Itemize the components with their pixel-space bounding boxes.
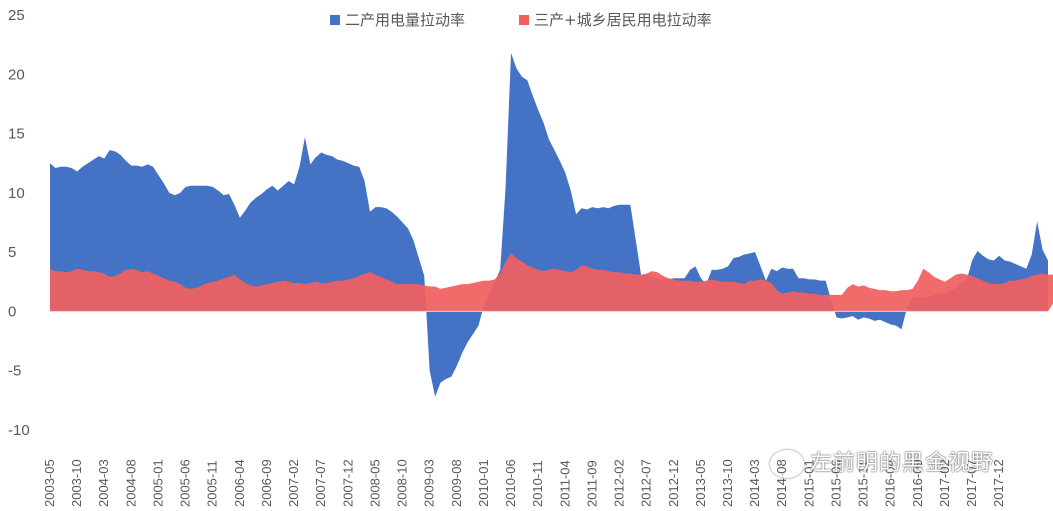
legend-swatch-2 <box>519 15 529 25</box>
y-tick-label: -10 <box>8 422 30 439</box>
watermark: 左前明的黑金视野 <box>770 445 994 478</box>
x-tick-label: 2010-11 <box>530 460 545 507</box>
y-tick-label: 15 <box>8 126 25 143</box>
x-tick-label: 2007-12 <box>340 459 355 507</box>
x-tick-label: 2009-08 <box>449 459 464 507</box>
x-tick-label: 2010-01 <box>476 459 491 507</box>
x-tick-label: 2009-03 <box>422 459 437 507</box>
x-tick-label: 2008-10 <box>395 459 410 507</box>
y-tick-label: 25 <box>8 7 25 24</box>
x-tick-label: 2010-06 <box>503 459 518 507</box>
legend-label-1: 二产用电量拉动率 <box>345 11 465 29</box>
wechat-icon <box>770 450 804 478</box>
x-tick-label: 2006-09 <box>259 459 274 507</box>
watermark-text: 左前明的黑金视野 <box>810 451 995 476</box>
series-area-2 <box>50 253 1053 312</box>
x-tick-label: 2004-08 <box>123 459 138 507</box>
x-tick-label: 2012-12 <box>666 459 681 507</box>
y-tick-label: 0 <box>8 303 16 320</box>
y-axis: -10 -5 0 5 10 15 20 25 <box>8 7 30 439</box>
y-tick-label: 5 <box>8 244 16 261</box>
x-tick-label: 2016-04 <box>883 459 898 507</box>
x-tick-label: 2013-05 <box>693 459 708 507</box>
x-tick-label: 2012-02 <box>612 459 627 507</box>
x-tick-label: 2017-12 <box>991 459 1006 507</box>
x-tick-label: 2007-07 <box>313 459 328 507</box>
x-tick-label: 2017-02 <box>937 459 952 507</box>
x-tick-label: 2013-10 <box>720 459 735 507</box>
x-tick-label: 2008-05 <box>367 459 382 507</box>
x-tick-label: 2016-09 <box>910 459 925 507</box>
x-tick-label: 2011-04 <box>557 460 572 507</box>
x-tick-label: 2015-06 <box>828 459 843 507</box>
y-tick-label: 10 <box>8 185 25 202</box>
x-tick-label: 2015-11 <box>856 460 871 507</box>
x-tick-label: 2005-06 <box>178 459 193 507</box>
x-tick-label: 2005-11 <box>205 460 220 507</box>
x-tick-label: 2011-09 <box>584 460 599 507</box>
plot-area <box>50 52 1053 397</box>
series-area-1 <box>50 52 1048 397</box>
x-tick-label: 2006-04 <box>232 459 247 507</box>
x-tick-label: 2012-07 <box>639 459 654 507</box>
x-tick-label: 2004-03 <box>96 459 111 507</box>
x-tick-label: 2003-05 <box>42 459 57 507</box>
legend-label-2: 三产+城乡居民用电拉动率 <box>534 11 712 29</box>
y-tick-label: 20 <box>8 66 25 83</box>
x-axis: 2003-05 2003-10 2004-03 2004-08 2005-01 2005-… <box>42 459 1006 507</box>
x-tick-label: 2007-02 <box>286 459 301 507</box>
x-tick-label: 2015-01 <box>801 459 816 507</box>
x-tick-label: 2003-10 <box>69 459 84 507</box>
x-tick-label: 2017-07 <box>964 459 979 507</box>
legend-swatch-1 <box>330 15 340 25</box>
x-tick-label: 2005-01 <box>150 459 165 507</box>
y-tick-label: -5 <box>8 363 21 380</box>
x-tick-label: 2014-03 <box>747 459 762 507</box>
legend: 二产用电量拉动率 三产+城乡居民用电拉动率 <box>330 11 712 29</box>
